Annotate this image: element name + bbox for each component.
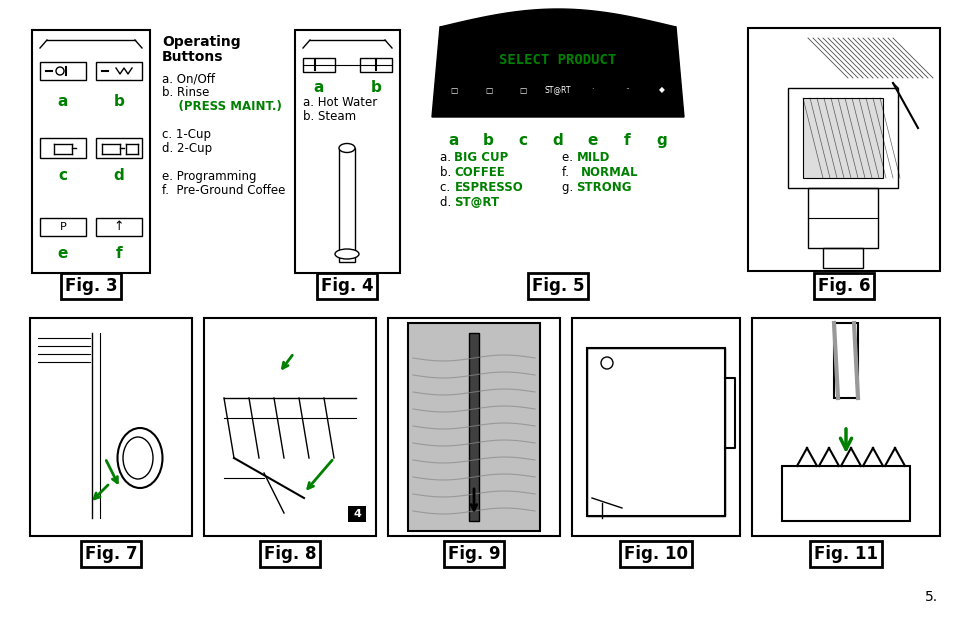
Bar — [204, 318, 375, 536]
Text: ESPRESSO: ESPRESSO — [454, 181, 522, 194]
Text: Fig. 10: Fig. 10 — [623, 545, 687, 563]
Bar — [388, 318, 559, 536]
Text: MILD: MILD — [576, 151, 609, 164]
Text: d. 2-Cup: d. 2-Cup — [162, 142, 212, 155]
Text: Fig. 5: Fig. 5 — [531, 277, 583, 295]
Text: Fig. 6: Fig. 6 — [817, 277, 869, 295]
Text: b. Rinse: b. Rinse — [162, 86, 209, 99]
Text: ··: ·· — [624, 85, 629, 95]
Text: ST@RT: ST@RT — [454, 196, 499, 209]
Text: f.: f. — [561, 166, 576, 179]
Text: d: d — [113, 168, 124, 183]
Bar — [40, 62, 86, 80]
Text: d.: d. — [439, 196, 455, 209]
Bar — [787, 88, 897, 188]
Text: f: f — [623, 133, 630, 148]
Text: COFFEE: COFFEE — [454, 166, 505, 179]
Text: b: b — [483, 133, 494, 148]
Bar — [469, 333, 478, 521]
Bar — [802, 98, 882, 178]
Text: □: □ — [450, 85, 457, 95]
Text: Fig. 9: Fig. 9 — [447, 545, 499, 563]
Text: Fig. 7: Fig. 7 — [85, 545, 137, 563]
Ellipse shape — [338, 143, 355, 153]
Bar — [96, 62, 142, 80]
Text: Fig. 8: Fig. 8 — [263, 545, 315, 563]
Bar — [408, 323, 539, 531]
Polygon shape — [439, 9, 676, 27]
Bar — [40, 138, 86, 158]
Text: Fig. 3: Fig. 3 — [65, 277, 117, 295]
Bar — [586, 348, 724, 516]
Text: g: g — [656, 133, 667, 148]
Text: c: c — [518, 133, 527, 148]
Text: c: c — [58, 168, 68, 183]
Bar — [807, 188, 877, 248]
Text: Operating: Operating — [162, 35, 240, 49]
Text: b.: b. — [439, 166, 455, 179]
Text: b: b — [370, 80, 381, 95]
Text: f.  Pre-Ground Coffee: f. Pre-Ground Coffee — [162, 184, 285, 197]
Text: a: a — [58, 94, 68, 109]
Text: g.: g. — [561, 181, 577, 194]
Text: a: a — [448, 133, 458, 148]
Text: □: □ — [484, 85, 492, 95]
Text: □: □ — [519, 85, 526, 95]
Bar — [359, 58, 392, 72]
Text: 4: 4 — [353, 509, 360, 519]
Text: a: a — [314, 80, 324, 95]
Text: e: e — [58, 246, 68, 261]
Text: c. 1-Cup: c. 1-Cup — [162, 128, 211, 141]
Text: (PRESS MAINT.): (PRESS MAINT.) — [162, 100, 281, 113]
Bar — [96, 218, 142, 236]
Text: f: f — [115, 246, 122, 261]
Bar — [586, 348, 724, 516]
Text: ST@RT: ST@RT — [544, 85, 571, 95]
Bar — [40, 218, 86, 236]
Polygon shape — [432, 27, 683, 117]
Bar — [747, 28, 939, 271]
Text: NORMAL: NORMAL — [580, 166, 638, 179]
Bar — [822, 248, 862, 268]
Text: 5.: 5. — [923, 590, 937, 604]
Text: ↑: ↑ — [113, 221, 124, 234]
Bar — [338, 148, 355, 262]
Ellipse shape — [335, 249, 358, 259]
Bar — [294, 30, 399, 273]
Text: BIG CUP: BIG CUP — [454, 151, 508, 164]
Text: a. Hot Water: a. Hot Water — [303, 96, 376, 109]
Text: ·: · — [591, 85, 593, 95]
Text: a.: a. — [439, 151, 455, 164]
Text: Fig. 4: Fig. 4 — [320, 277, 373, 295]
Text: c.: c. — [439, 181, 454, 194]
Bar — [96, 138, 142, 158]
Bar — [348, 506, 366, 522]
Text: b. Steam: b. Steam — [303, 110, 355, 123]
Text: P: P — [59, 222, 67, 232]
Bar — [572, 318, 740, 536]
Text: d: d — [552, 133, 563, 148]
Text: b: b — [113, 94, 124, 109]
Bar — [32, 30, 150, 273]
Bar — [751, 318, 939, 536]
Text: Fig. 11: Fig. 11 — [813, 545, 877, 563]
Text: e. Programming: e. Programming — [162, 170, 256, 183]
Text: a. On/Off: a. On/Off — [162, 72, 214, 85]
Text: e: e — [587, 133, 598, 148]
Bar — [469, 333, 478, 521]
Bar — [30, 318, 192, 536]
Bar — [303, 58, 335, 72]
Text: SELECT PRODUCT: SELECT PRODUCT — [498, 53, 616, 67]
Text: Buttons: Buttons — [162, 50, 223, 64]
Bar — [781, 466, 909, 521]
Bar — [408, 323, 539, 531]
Text: ◆: ◆ — [659, 85, 664, 95]
Text: STRONG: STRONG — [576, 181, 631, 194]
Text: e.: e. — [561, 151, 577, 164]
Bar — [833, 323, 857, 398]
